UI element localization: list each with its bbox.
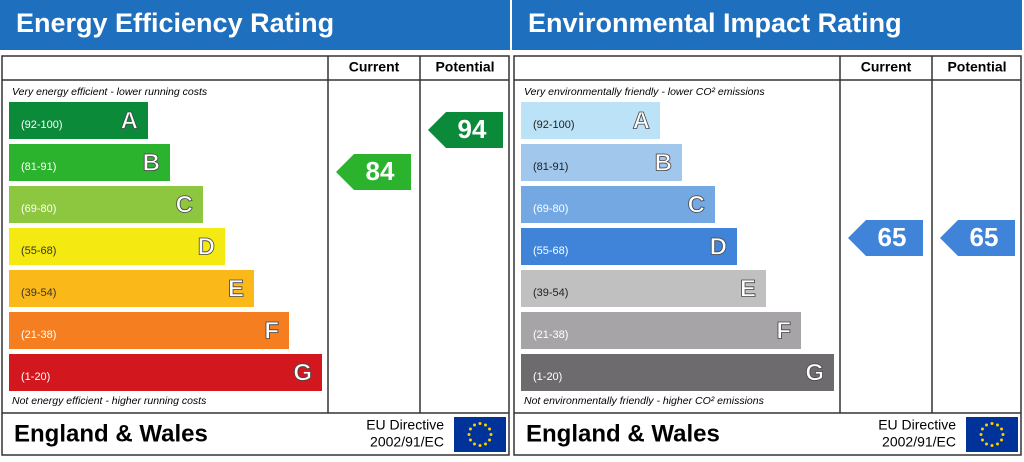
flag-star [979,433,983,436]
rating-band [521,102,660,139]
band-range: (21-38) [533,329,568,341]
directive-line: EU Directive [366,417,444,433]
flag-star [990,422,994,425]
title-bar [0,0,510,50]
band-letter: B [655,149,672,176]
flag-star [488,438,492,442]
potential-value: 94 [458,114,487,144]
band-range: (39-54) [21,287,56,299]
flag-star [468,427,472,431]
band-range: (92-100) [533,119,575,131]
flag-star [467,433,471,436]
current-value: 65 [878,222,907,252]
band-range: (69-80) [533,203,568,215]
band-letter: F [776,317,791,344]
current-header: Current [861,59,912,75]
band-letter: D [198,233,215,260]
flag-star [985,442,988,446]
top-note: Very energy efficient - lower running co… [12,86,208,98]
rating-band [9,270,254,307]
rating-band [9,312,289,349]
rating-panel: Energy Efficiency Rating Current Potential… [0,0,510,456]
band-range: (55-68) [533,245,568,257]
footer-region: England & Wales [14,420,208,447]
potential-header: Potential [435,59,494,75]
directive-line: 2002/91/EC [370,434,444,450]
flag-star [489,433,493,436]
potential-arrow [940,220,1015,256]
panel-title: Energy Efficiency Rating [16,8,334,38]
band-range: (69-80) [21,203,56,215]
flag-star [484,442,487,446]
directive-line: 2002/91/EC [882,434,956,450]
rating-band [521,354,834,391]
flag-star [980,438,984,442]
band-range: (81-91) [533,161,568,173]
band-range: (92-100) [21,119,63,131]
footer-region: England & Wales [526,420,720,447]
flag-star [1000,427,1004,431]
band-range: (81-91) [21,161,56,173]
rating-band [521,270,766,307]
current-header: Current [349,59,400,75]
panel-title: Environmental Impact Rating [528,8,902,38]
flag-star [473,423,476,427]
bottom-note: Not energy efficient - higher running co… [12,395,207,407]
band-letter: C [176,191,193,218]
flag-star [488,427,492,431]
flag-star [985,423,988,427]
band-letter: F [264,317,279,344]
current-arrow [336,154,411,190]
rating-band [521,186,715,223]
flag-star [484,423,487,427]
flag-star [468,438,472,442]
flag-star [1001,433,1005,436]
band-letter: A [121,107,138,134]
rating-panel: Environmental Impact Rating Current Potent… [512,0,1022,456]
rating-band [521,228,737,265]
band-letter: E [228,275,244,302]
rating-band [9,354,322,391]
flag-star [478,422,482,425]
current-arrow [848,220,923,256]
potential-arrow [428,112,503,148]
band-letter: E [740,275,756,302]
directive-line: EU Directive [878,417,956,433]
rating-band [521,144,682,181]
band-range: (21-38) [21,329,56,341]
rating-band [9,102,148,139]
flag-star [990,444,994,447]
flag-star [478,444,482,447]
flag-star [996,442,999,446]
potential-value: 65 [970,222,999,252]
band-letter: C [688,191,705,218]
band-letter: G [293,359,312,386]
top-note: Very environmentally friendly - lower CO… [524,86,765,98]
flag-star [1000,438,1004,442]
band-range: (1-20) [533,371,562,383]
band-letter: D [710,233,727,260]
band-letter: G [805,359,824,386]
bottom-note: Not environmentally friendly - higher CO… [524,395,765,407]
rating-band [9,144,170,181]
band-letter: B [143,149,160,176]
flag-star [996,423,999,427]
rating-band [9,228,225,265]
potential-header: Potential [947,59,1006,75]
title-bar [512,0,1022,50]
band-letter: A [633,107,650,134]
band-range: (39-54) [533,287,568,299]
band-range: (55-68) [21,245,56,257]
flag-star [980,427,984,431]
current-value: 84 [366,156,395,186]
band-range: (1-20) [21,371,50,383]
rating-band [521,312,801,349]
flag-star [473,442,476,446]
rating-band [9,186,203,223]
